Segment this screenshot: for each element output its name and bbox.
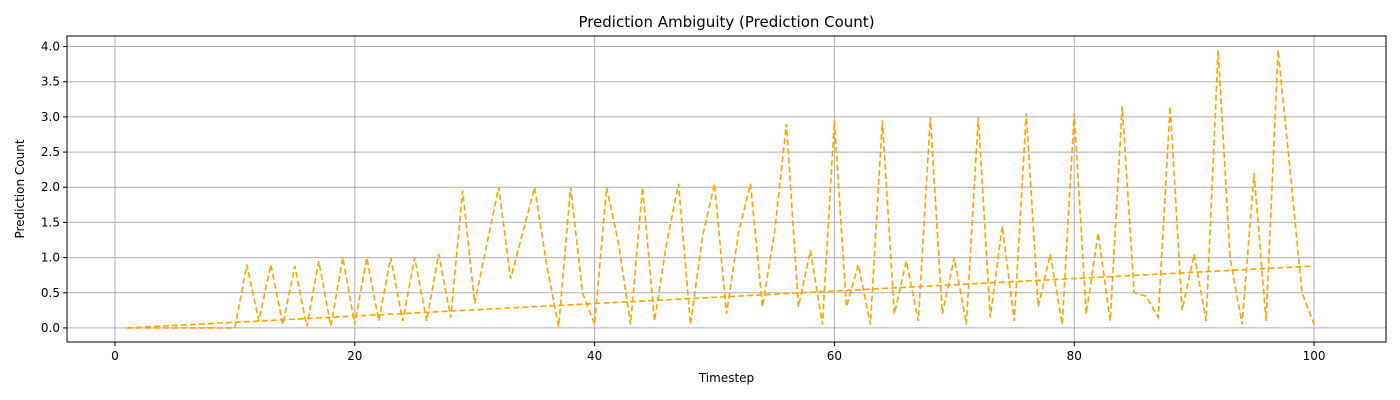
trend-line <box>126 265 1315 329</box>
y-tick-label: 0.5 <box>41 286 60 300</box>
y-axis-label: Prediction Count <box>13 139 27 238</box>
x-tick-label: 80 <box>1067 349 1082 363</box>
y-axis-ticks: 0.0 0.5 1.0 1.5 2.0 2.5 3.0 3.5 4.0 <box>41 40 67 335</box>
x-tick-label: 100 <box>1303 349 1326 363</box>
y-tick-label: 2.5 <box>41 145 60 159</box>
x-axis-label: Timestep <box>698 371 754 385</box>
y-tick-label: 0.0 <box>41 321 60 335</box>
series-line <box>126 49 1315 329</box>
y-tick-label: 3.0 <box>41 110 60 124</box>
y-tick-label: 2.0 <box>41 180 60 194</box>
x-tick-label: 40 <box>587 349 602 363</box>
y-tick-label: 1.0 <box>41 251 60 265</box>
x-axis-ticks: 0 20 40 60 80 100 <box>111 342 1326 363</box>
y-tick-label: 4.0 <box>41 40 60 54</box>
x-tick-label: 60 <box>827 349 842 363</box>
plot-frame <box>66 35 1387 343</box>
series <box>126 49 1315 329</box>
y-tick-label: 1.5 <box>41 215 60 229</box>
x-tick-label: 0 <box>111 349 119 363</box>
x-tick-label: 20 <box>347 349 362 363</box>
y-tick-label: 3.5 <box>41 75 60 89</box>
grid <box>67 36 1386 342</box>
chart-title: Prediction Ambiguity (Prediction Count) <box>578 13 874 31</box>
